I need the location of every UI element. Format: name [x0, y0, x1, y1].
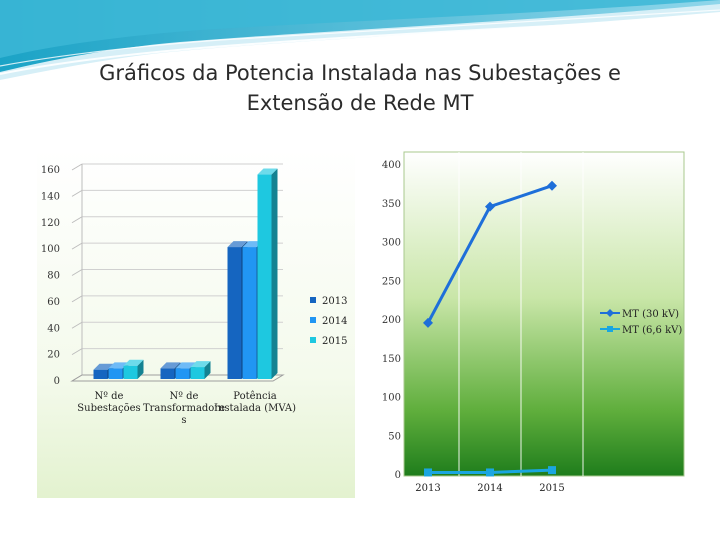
slide-title-line-1: Gráficos da Potencia Instalada nas Subes…: [99, 61, 621, 85]
decorative-swoosh: [0, 0, 720, 80]
slide-title-line-2: Extensão de Rede MT: [246, 91, 474, 115]
bar-chart-background: [37, 150, 355, 498]
bar-floor: [70, 374, 285, 382]
line-chart-x-tick-labels: 2013 2014 2015: [415, 483, 564, 494]
line-point: [486, 468, 494, 477]
bar-gridline: [71, 216, 83, 224]
bar-y-tick-label: 160: [41, 165, 60, 176]
line-legend-label: MT (30 kV): [622, 309, 679, 320]
line-series-0: [423, 180, 557, 328]
line-chart-panel: 0 50 100 150 200 250 300 350 400 2013 2014 2015 MT…: [362, 150, 687, 498]
line-point: [548, 466, 556, 475]
line-legend-marker: [607, 326, 613, 332]
bar-y-tick-label: 120: [41, 218, 60, 229]
line-y-tick-label: 200: [382, 315, 401, 326]
line-y-tick-label: 400: [382, 160, 401, 171]
bar-chart-y-tick-labels: 0 20 40 60 80 100 120 140 160: [41, 165, 60, 387]
line-x-tick-label: 2015: [539, 483, 564, 494]
line-point: [424, 468, 432, 477]
bar-gridline: [71, 163, 83, 171]
line-chart-plot-area: [403, 151, 685, 477]
bar-chart-axes: [70, 164, 285, 382]
line-y-tick-label: 50: [388, 431, 401, 442]
bar-gridline: [71, 269, 83, 276]
line-chart-gridlines: [458, 152, 584, 476]
bar-legend-swatch: [310, 297, 316, 303]
line-y-tick-label: 350: [382, 199, 401, 210]
line-chart-y-tick-labels: 0 50 100 150 200 250 300 350 400: [382, 160, 401, 481]
bar-legend-label: 2014: [322, 316, 347, 327]
line-point: [485, 201, 495, 212]
bar-gridline: [71, 321, 83, 329]
bar-y-tick-label: 80: [47, 271, 60, 282]
bar-legend-swatch: [310, 317, 316, 323]
line-chart-series: [423, 180, 557, 477]
line-x-tick-label: 2014: [477, 483, 502, 494]
line-chart-legend: MT (30 kV) MT (6,6 kV): [600, 309, 682, 336]
line-legend-label: MT (6,6 kV): [622, 325, 682, 336]
bar-2015-0: [123, 359, 144, 379]
bar-legend-label: 2015: [322, 336, 347, 347]
bar-category-label: Nº de Subestações: [77, 391, 140, 414]
bar-y-tick-label: 140: [41, 191, 60, 202]
bar-chart-panel: 0 20 40 60 80 100 120 140 160 Nº de SubestaçõesNº…: [37, 150, 355, 498]
line-series-1: [424, 466, 556, 477]
bar-y-tick-label: 60: [47, 297, 60, 308]
line-y-tick-label: 100: [382, 393, 401, 404]
line-y-tick-label: 150: [382, 354, 401, 365]
line-point: [547, 180, 557, 191]
line-y-tick-label: 250: [382, 276, 401, 287]
bar-gridline: [71, 348, 83, 356]
slide-title: Gráficos da Potencia Instalada nas Subes…: [40, 58, 680, 118]
bar-y-tick-label: 0: [54, 376, 60, 387]
bar-legend-label: 2013: [322, 296, 347, 307]
bar-y-tick-label: 40: [47, 323, 60, 334]
bar-category-label: Potência Instalada (MVA): [214, 391, 296, 414]
line-y-tick-label: 0: [395, 470, 401, 481]
bar-legend-swatch: [310, 337, 316, 343]
bar-2015-1: [190, 361, 211, 379]
bar-gridline: [71, 242, 83, 250]
line-point: [423, 317, 433, 328]
line-y-tick-label: 300: [382, 238, 401, 249]
bar-chart-legend: 2013 2014 2015: [310, 296, 347, 347]
bar-category-label: Nº de Transformadore s: [143, 391, 225, 426]
bar-gridline: [71, 295, 83, 303]
bar-y-tick-label: 20: [47, 350, 60, 361]
bar-gridline: [71, 189, 83, 197]
line-legend-marker: [606, 309, 614, 317]
bar-chart-bars: [93, 168, 278, 379]
bar-2015-2: [257, 168, 278, 379]
bar-y-tick-label: 100: [41, 244, 60, 255]
line-x-tick-label: 2013: [415, 483, 440, 494]
